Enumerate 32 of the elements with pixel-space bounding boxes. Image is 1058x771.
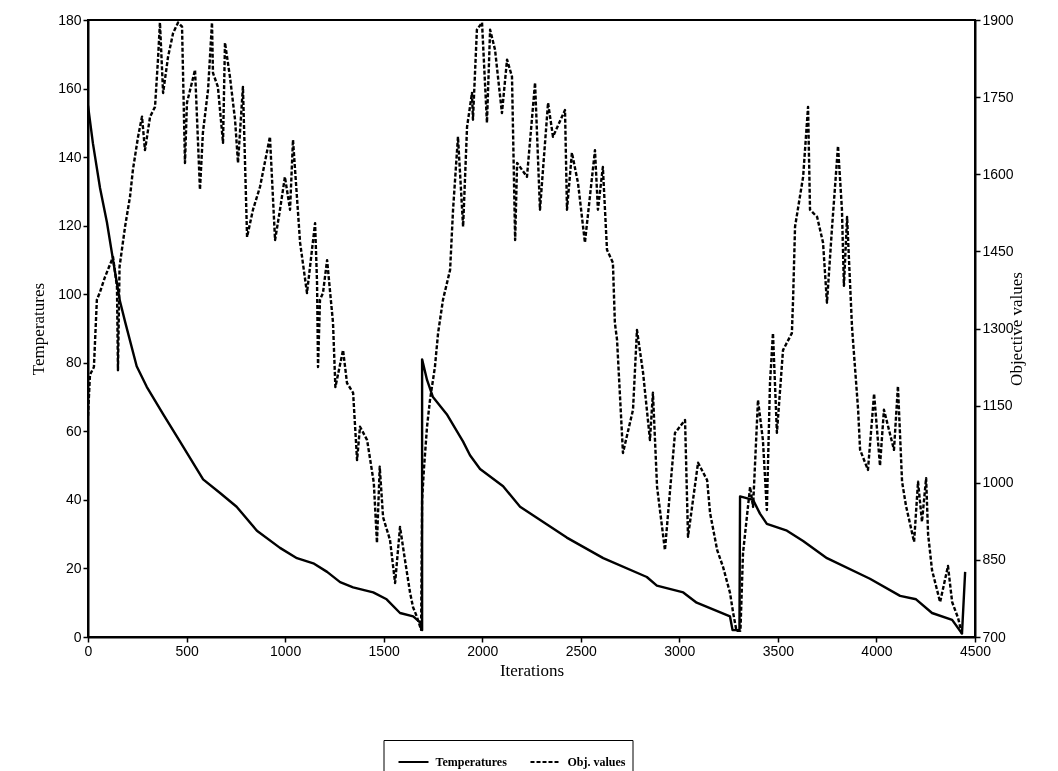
x-axis-title: Iterations — [499, 660, 565, 680]
x-tick-label: 1000 — [270, 642, 302, 659]
y-tick-label: 40 — [65, 491, 82, 508]
x-tick-label: 2500 — [565, 642, 598, 659]
y-tick-label: 20 — [65, 559, 82, 576]
y-tick-label: 0 — [73, 628, 82, 645]
x-tick-label: 500 — [175, 642, 199, 659]
y2-tick-label: 850 — [982, 551, 1007, 568]
y-tick-label: 160 — [58, 80, 82, 97]
x-tick-label: 4000 — [861, 642, 893, 659]
y2-tick-label: 1450 — [982, 242, 1014, 259]
y-tick-label: 100 — [58, 285, 82, 302]
y-tick-label: 80 — [65, 354, 82, 371]
y2-tick-label: 1600 — [982, 165, 1014, 182]
x-tick-label: 1500 — [368, 642, 400, 659]
y-tick-label: 180 — [58, 11, 82, 28]
legend-label: Obj. values — [567, 755, 626, 769]
legend-label: Temperatures — [435, 755, 508, 769]
y2-tick-label: 1900 — [982, 11, 1014, 28]
y2-tick-label: 1150 — [982, 397, 1013, 414]
y2-tick-label: 1000 — [982, 474, 1014, 491]
x-tick-label: 4500 — [959, 642, 992, 659]
y-tick-label: 60 — [65, 422, 82, 439]
x-tick-label: 3500 — [762, 642, 795, 659]
y2-tick-label: 1750 — [982, 88, 1014, 105]
y-axis-title: Temperatures — [29, 282, 49, 376]
x-tick-label: 2000 — [467, 642, 499, 659]
x-tick-label: 0 — [84, 642, 93, 659]
x-tick-label: 3000 — [664, 642, 696, 659]
y-tick-label: 140 — [58, 148, 82, 165]
y2-tick-label: 700 — [982, 628, 1007, 645]
y-tick-label: 120 — [58, 217, 82, 234]
